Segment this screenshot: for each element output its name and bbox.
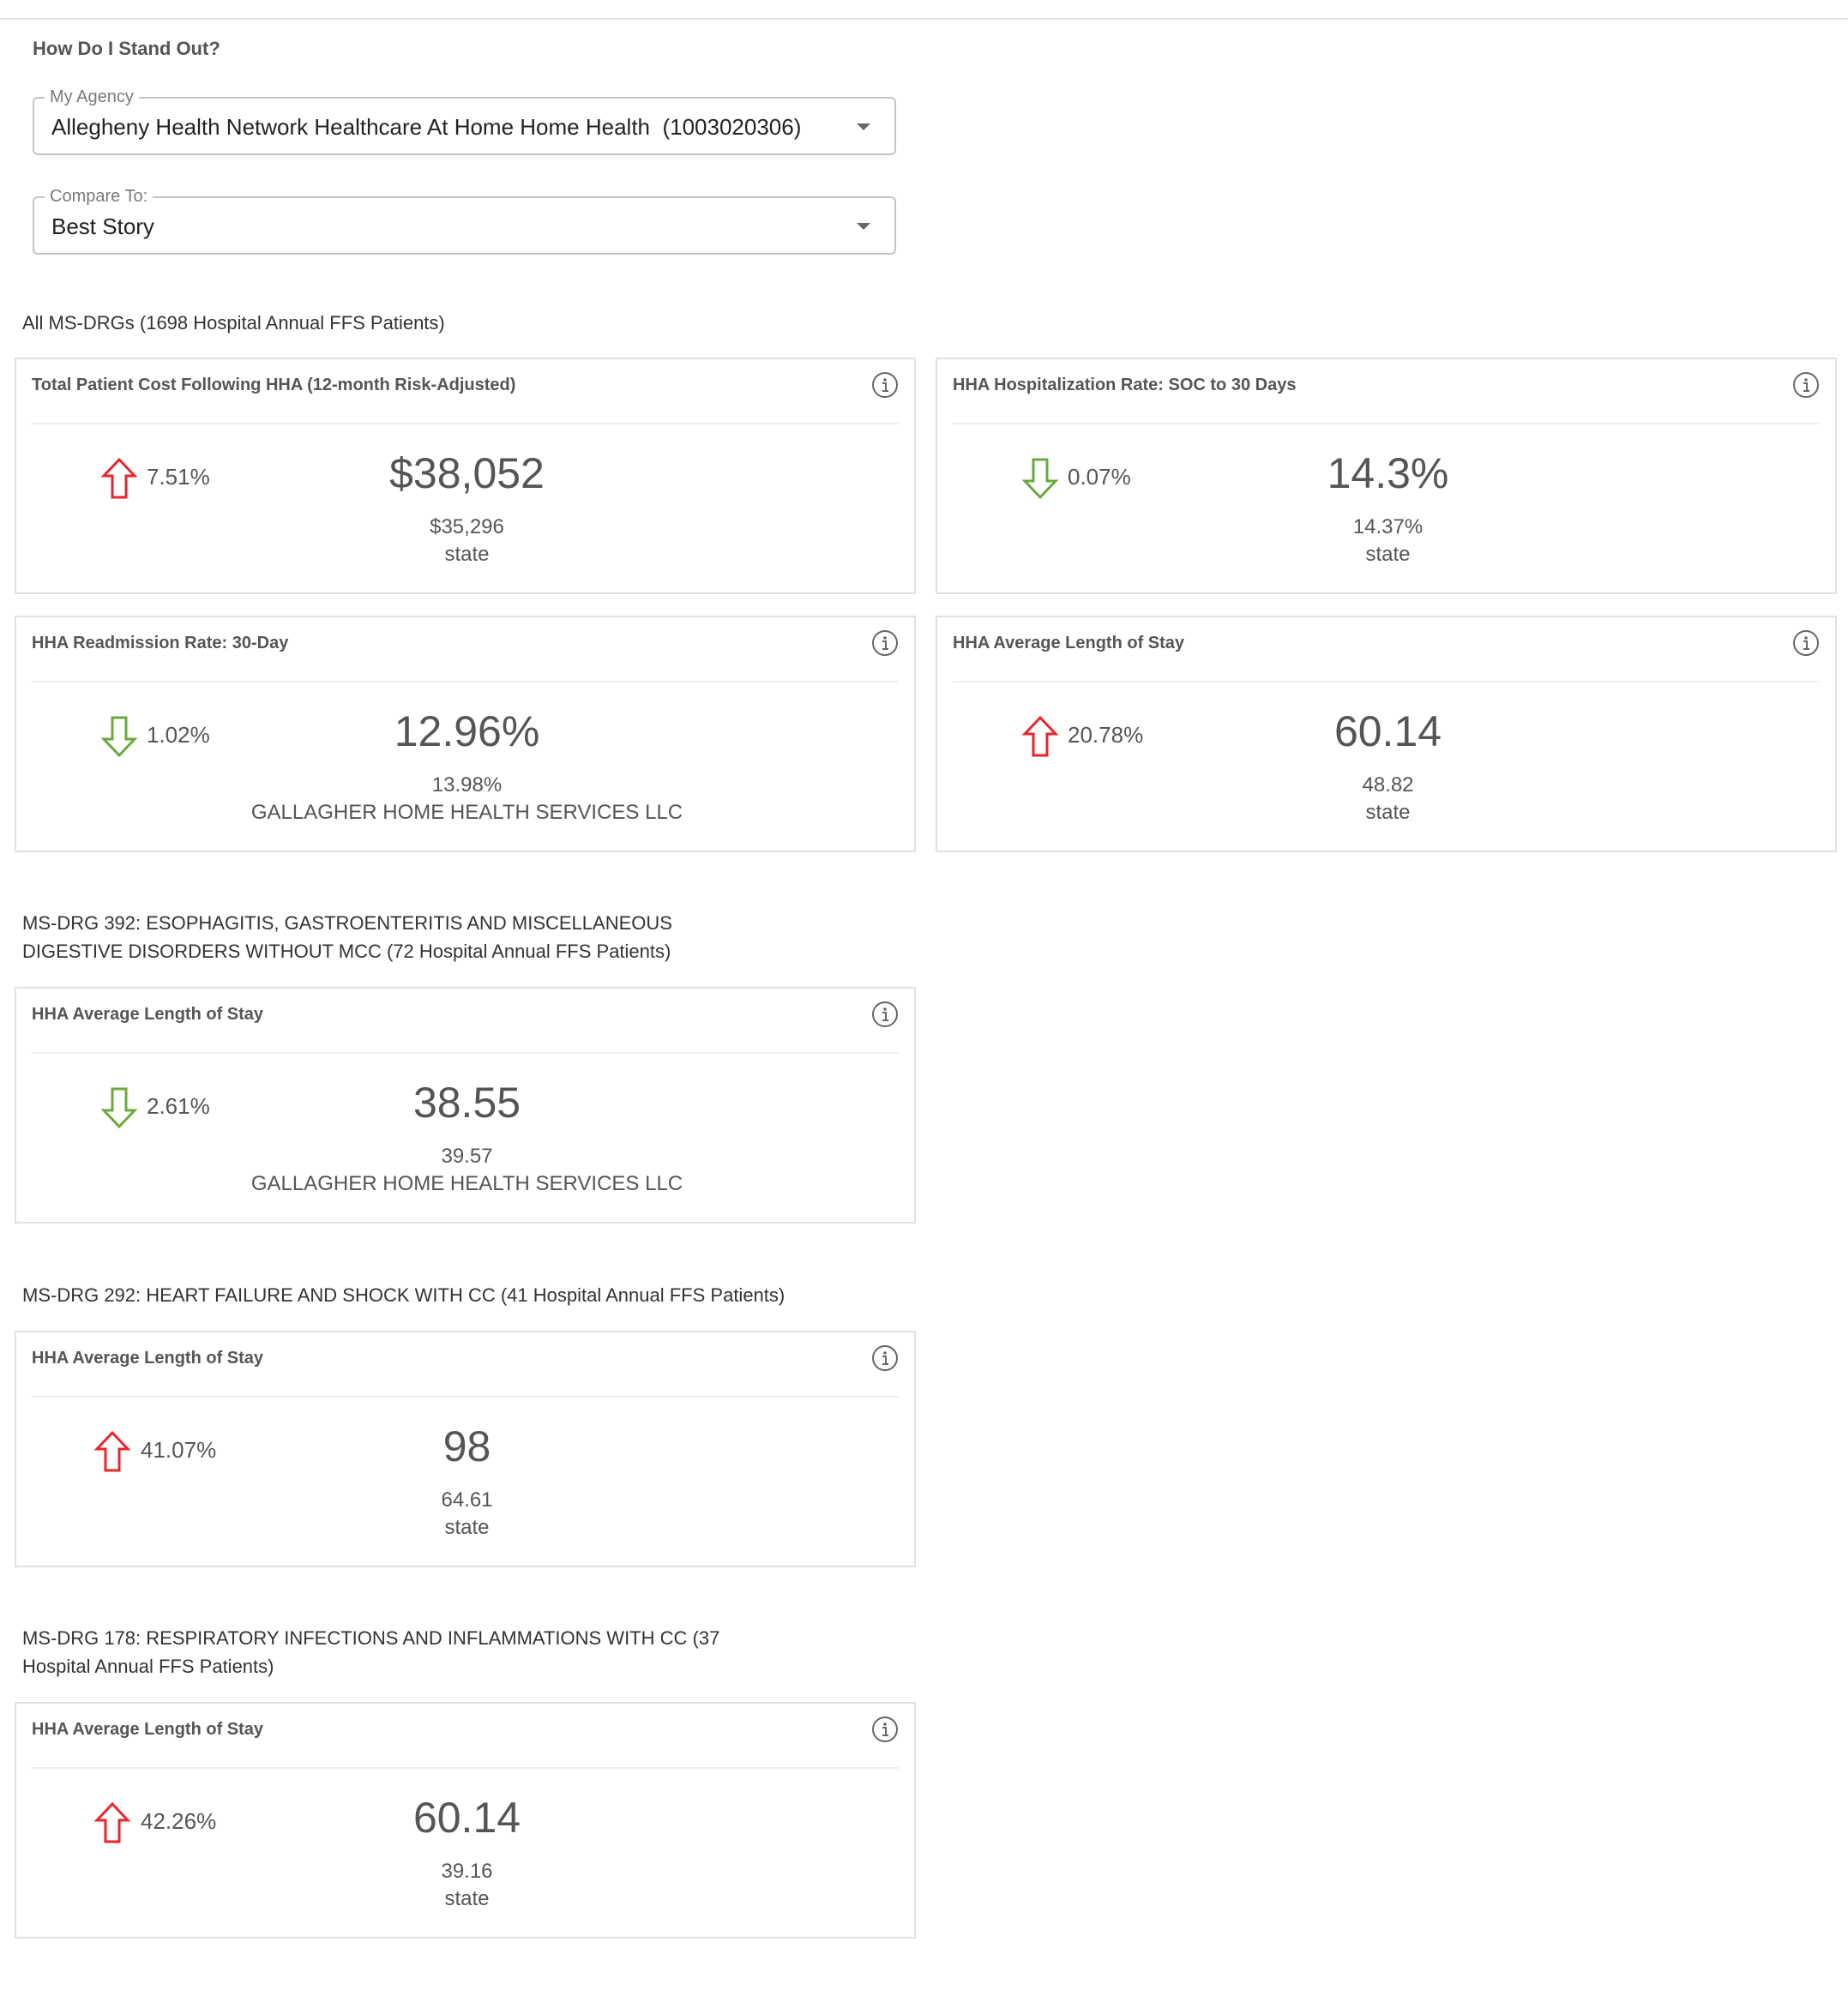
change-percent: 0.07% bbox=[1068, 464, 1131, 490]
comparison-label: GALLAGHER HOME HEALTH SERVICES LLC bbox=[250, 1172, 683, 1195]
metric-card: HHA Hospitalization Rate: SOC to 30 Days… bbox=[936, 358, 1837, 594]
comparison-label: state bbox=[444, 543, 490, 566]
page-title: How Do I Stand Out? bbox=[33, 38, 220, 59]
metric-card: HHA Average Length of Stay 42.26% 60.14 39.… bbox=[15, 1702, 916, 1939]
arrow-up-icon bbox=[100, 457, 138, 499]
card-divider bbox=[953, 423, 1820, 424]
metric-card: HHA Average Length of Stay 41.07% 98 64.61 s… bbox=[15, 1331, 916, 1567]
comparison-value: 14.37% bbox=[1352, 515, 1424, 538]
change-percent: 20.78% bbox=[1068, 722, 1144, 748]
info-icon[interactable] bbox=[871, 1344, 899, 1372]
card-title: HHA Average Length of Stay bbox=[32, 1720, 264, 1739]
agency-select-value: Allegheny Health Network Healthcare At H… bbox=[51, 114, 802, 140]
compare-select-value: Best Story bbox=[51, 213, 154, 239]
agency-select-label: My Agency bbox=[45, 87, 139, 107]
metric-card: Total Patient Cost Following HHA (12-mon… bbox=[15, 358, 916, 594]
comparison-label: state bbox=[1365, 543, 1411, 566]
info-icon[interactable] bbox=[871, 1716, 899, 1743]
info-icon[interactable] bbox=[871, 629, 899, 657]
card-divider bbox=[32, 1396, 899, 1398]
card-divider bbox=[32, 681, 899, 682]
card-divider bbox=[32, 1052, 899, 1054]
change-percent: 2.61% bbox=[147, 1093, 210, 1119]
comparison-value: 64.61 bbox=[441, 1488, 493, 1512]
arrow-up-icon bbox=[93, 1801, 131, 1843]
card-divider bbox=[953, 681, 1820, 682]
metric-card: HHA Average Length of Stay 20.78% 60.14 48.… bbox=[936, 616, 1837, 852]
top-divider bbox=[0, 18, 1848, 20]
card-title: HHA Readmission Rate: 30-Day bbox=[32, 634, 289, 652]
arrow-up-icon bbox=[1021, 715, 1059, 757]
comparison-value: 48.82 bbox=[1362, 773, 1414, 797]
metric-value: 12.96% bbox=[394, 707, 540, 755]
comparison-label: state bbox=[444, 1887, 490, 1910]
metric-card: HHA Readmission Rate: 30-Day 1.02% 12.96% 1… bbox=[15, 616, 916, 852]
section-title: MS-DRG 392: ESOPHAGITIS, GASTROENTERITIS… bbox=[22, 912, 672, 962]
info-icon[interactable] bbox=[1792, 371, 1820, 399]
comparison-value: 13.98% bbox=[431, 773, 503, 797]
change-percent: 42.26% bbox=[141, 1808, 217, 1834]
compare-select-label: Compare To: bbox=[45, 186, 153, 207]
arrow-down-icon bbox=[1021, 458, 1059, 500]
comparison-value: $35,296 bbox=[430, 515, 504, 538]
comparison-value: 39.16 bbox=[441, 1860, 493, 1883]
arrow-down-icon bbox=[100, 716, 138, 758]
section-title: MS-DRG 292: HEART FAILURE AND SHOCK WITH… bbox=[22, 1284, 786, 1306]
card-title: HHA Average Length of Stay bbox=[32, 1005, 264, 1024]
metric-value: 14.3% bbox=[1327, 449, 1449, 497]
section-title: All MS-DRGs (1698 Hospital Annual FFS Pa… bbox=[22, 312, 445, 334]
card-title: HHA Average Length of Stay bbox=[953, 634, 1185, 652]
metric-value: $38,052 bbox=[389, 449, 545, 497]
metric-value: 98 bbox=[442, 1422, 491, 1470]
chevron-down-icon[interactable] bbox=[857, 223, 870, 230]
info-icon[interactable] bbox=[1792, 629, 1820, 657]
change-percent: 41.07% bbox=[141, 1437, 217, 1463]
comparison-label: state bbox=[444, 1516, 490, 1539]
metric-card: HHA Average Length of Stay 2.61% 38.55 39.5… bbox=[15, 987, 916, 1223]
compare-select[interactable]: Compare To: Best Story bbox=[33, 186, 896, 255]
arrow-down-icon bbox=[100, 1087, 138, 1129]
card-title: HHA Hospitalization Rate: SOC to 30 Days bbox=[953, 376, 1297, 394]
arrow-up-icon bbox=[93, 1430, 131, 1472]
metric-value: 60.14 bbox=[1333, 707, 1442, 755]
card-title: HHA Average Length of Stay bbox=[32, 1349, 264, 1368]
agency-select[interactable]: My Agency Allegheny Health Network Healt… bbox=[33, 87, 896, 155]
info-icon[interactable] bbox=[871, 371, 899, 399]
card-title: Total Patient Cost Following HHA (12-mon… bbox=[32, 376, 516, 394]
chevron-down-icon[interactable] bbox=[857, 123, 870, 130]
change-percent: 7.51% bbox=[147, 464, 210, 490]
comparison-label: GALLAGHER HOME HEALTH SERVICES LLC bbox=[250, 801, 683, 824]
metric-value: 38.55 bbox=[412, 1079, 521, 1127]
metric-value: 60.14 bbox=[412, 1794, 521, 1842]
comparison-value: 39.57 bbox=[441, 1145, 493, 1168]
card-divider bbox=[32, 1767, 899, 1769]
comparison-label: state bbox=[1365, 801, 1411, 824]
section-title: MS-DRG 178: RESPIRATORY INFECTIONS AND I… bbox=[22, 1627, 720, 1677]
card-divider bbox=[32, 423, 899, 424]
info-icon[interactable] bbox=[871, 1001, 899, 1028]
change-percent: 1.02% bbox=[147, 722, 210, 748]
